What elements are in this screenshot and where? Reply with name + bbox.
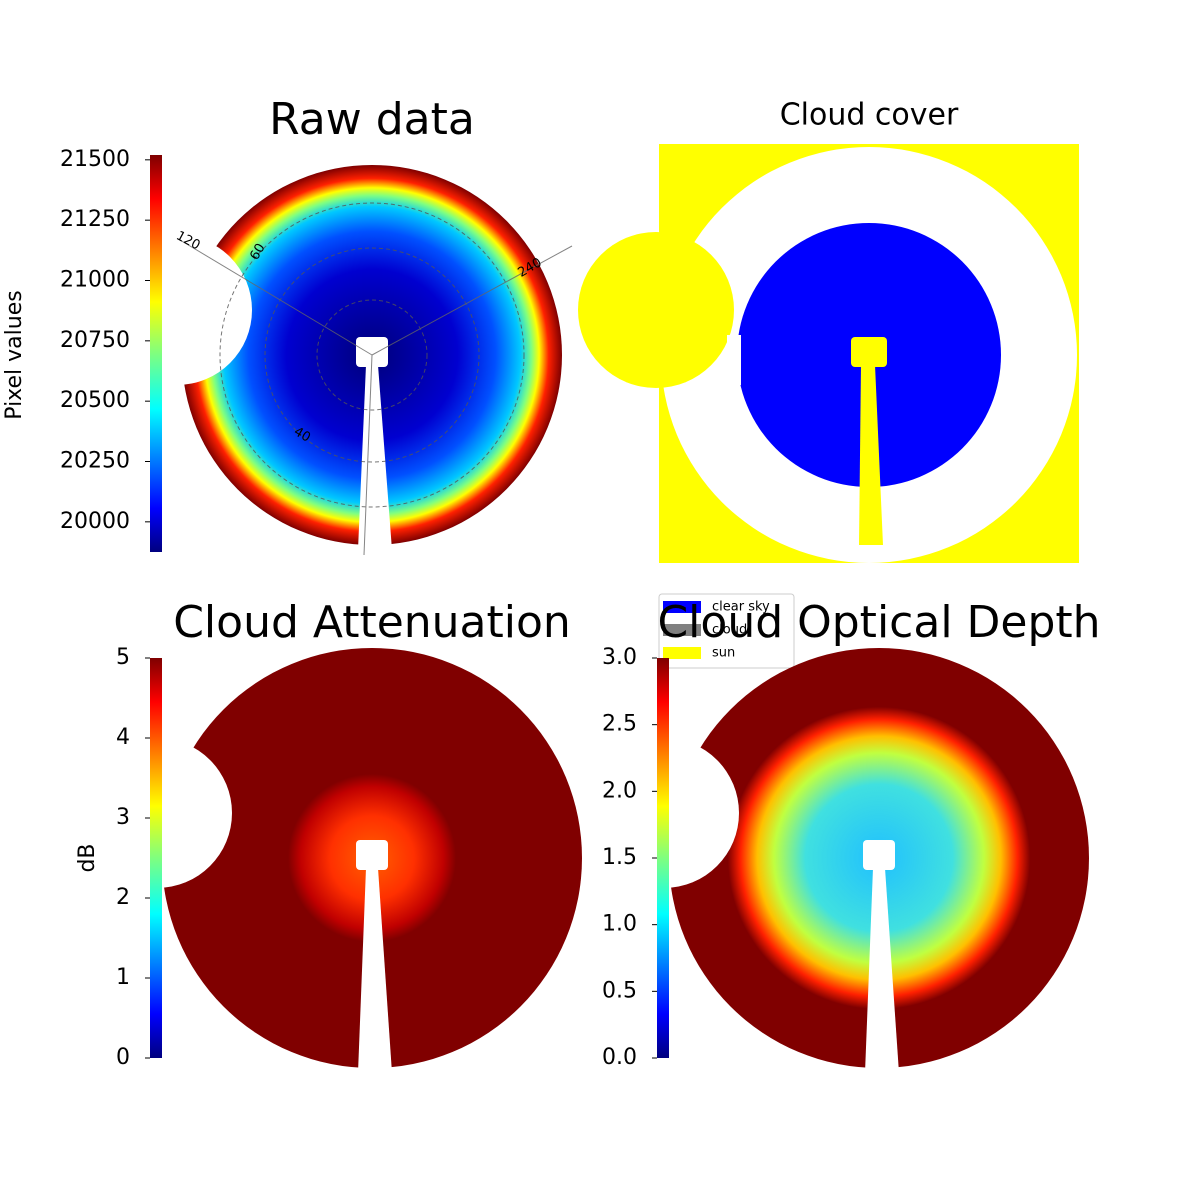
colorbar-label: dB — [75, 843, 100, 872]
colorbar-tick-label: 21000 — [60, 267, 130, 292]
colorbar-tick-label: 1 — [116, 965, 130, 990]
legend-label: clear sky — [712, 600, 770, 615]
obstruction-strip — [727, 335, 741, 385]
polar-ring — [316, 299, 428, 411]
obstruction-region — [578, 232, 734, 388]
polar-label: 60 — [247, 241, 268, 263]
colorbar-tick-label: 0 — [116, 1045, 130, 1070]
azimuth-line — [179, 239, 373, 356]
colorbar-tick-label: 3.0 — [602, 645, 637, 670]
legend-label: cloud — [712, 623, 747, 638]
legend-swatch — [663, 624, 701, 636]
colorbar-tick-label: 1.0 — [602, 912, 637, 937]
colorbar-tick-label: 2 — [116, 885, 130, 910]
obstruction-mask — [102, 235, 252, 385]
panel-title: Cloud Optical Depth — [657, 597, 1100, 648]
panel-title: Cloud cover — [780, 98, 959, 133]
polar-grid — [179, 202, 573, 556]
sky-image — [102, 165, 562, 550]
colorbar-tick-label: 20250 — [60, 448, 130, 473]
legend: clear sky cloud sun — [658, 593, 795, 669]
colorbar-tick-label: 20750 — [60, 328, 130, 353]
legend-swatch — [663, 647, 701, 659]
polar-label: 40 — [291, 424, 313, 445]
sun-region-arm — [859, 365, 883, 545]
panel-title: Raw data — [269, 94, 475, 145]
colorbar — [150, 155, 162, 552]
azimuth-line — [371, 245, 573, 356]
polar-ring — [219, 202, 525, 508]
colorbar-tick-label: 1.5 — [602, 845, 637, 870]
legend-label: sun — [712, 646, 735, 661]
sun-blocker — [356, 337, 388, 367]
sun-blocker — [863, 840, 895, 870]
colorbar — [657, 658, 669, 1058]
colorbar-tick-label: 0.5 — [602, 978, 637, 1003]
colorbar-label: Pixel values — [2, 290, 27, 419]
sun-blocker-arm — [358, 868, 392, 1073]
category-image — [578, 147, 1077, 563]
colorbar-tick-label: 2.5 — [602, 712, 637, 737]
sun-region — [851, 337, 887, 367]
polar-ring — [264, 247, 480, 463]
colorbar-tick-label: 21500 — [60, 147, 130, 172]
colorbar-tick-label: 0.0 — [602, 1045, 637, 1070]
colorbar-tick-label: 21250 — [60, 207, 130, 232]
azimuth-line — [363, 354, 373, 556]
legend-swatch — [663, 601, 701, 613]
panel-title: Cloud Attenuation — [173, 597, 571, 648]
colorbar-tick-label: 4 — [116, 725, 130, 750]
sun-blocker-arm — [865, 868, 899, 1073]
colorbar-tick-label: 3 — [116, 805, 130, 830]
colorbar-tick-label: 2.0 — [602, 778, 637, 803]
sky-image — [589, 648, 1089, 1073]
colorbar — [150, 658, 162, 1058]
colorbar-tick-label: 20500 — [60, 388, 130, 413]
sun-blocker — [356, 840, 388, 870]
colorbar-tick-label: 20000 — [60, 509, 130, 534]
colorbar-tick-label: 5 — [116, 645, 130, 670]
